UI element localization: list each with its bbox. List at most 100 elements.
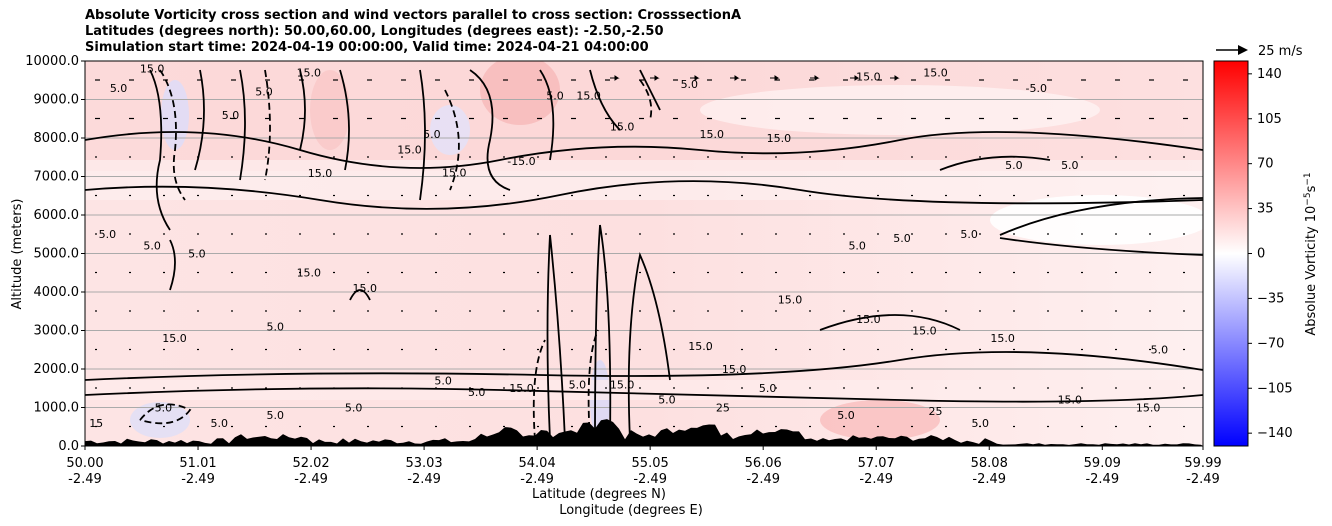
contour-line <box>339 69 350 171</box>
vorticity-contours <box>85 69 1203 441</box>
contour-label: 5.0 <box>468 386 486 399</box>
colorbar-ticks: 140 105 70 35 0 −35 −70 −105 −140 <box>1248 67 1293 441</box>
contour-line <box>539 69 555 161</box>
contour-label: 15.0 <box>912 324 937 337</box>
wind-vector <box>810 75 820 81</box>
contour-label: 5.0 <box>345 401 363 414</box>
chart-title-line-2: Latitudes (degrees north): 50.00,60.00, … <box>85 24 664 39</box>
y-tick-label: 1000.0 <box>34 401 80 416</box>
x-tick-label-longitude: -2.49 <box>294 472 328 487</box>
colorbar-label: Absolue Vorticity 10−5s−1 <box>1303 172 1319 335</box>
x-tick-label-longitude: -2.49 <box>1085 472 1119 487</box>
contour-label: 5.0 <box>110 82 128 95</box>
contour-label: 5.0 <box>1005 159 1023 172</box>
x-tick-label-longitude: -2.49 <box>68 472 102 487</box>
negative-contour-line <box>139 403 192 425</box>
contour-label: 15.0 <box>610 120 635 133</box>
contour-line <box>149 69 171 231</box>
contour-label: 5.0 <box>255 86 273 99</box>
contour-line <box>169 239 176 291</box>
contour-label: 5.0 <box>837 409 855 422</box>
contour-label: 5.0 <box>681 78 699 91</box>
quiver-key-arrowhead <box>1238 45 1248 55</box>
contour-label: 5.0 <box>99 228 117 241</box>
x-tick-label-latitude: 52.02 <box>292 456 329 471</box>
wind-vector <box>730 75 740 81</box>
contour-label: 15.0 <box>397 143 422 156</box>
x-tick-label-longitude: -2.49 <box>972 472 1006 487</box>
contour-line <box>589 69 621 131</box>
contour-label: 5.0 <box>211 417 229 430</box>
contour-line <box>819 314 961 331</box>
contour-label: 5.0 <box>1151 344 1169 357</box>
contour-label: 15.0 <box>610 378 635 391</box>
contour-label: 15.0 <box>1136 401 1161 414</box>
contour-line <box>546 234 566 441</box>
negative-contour-line <box>159 69 186 201</box>
wind-vectors <box>95 75 1188 428</box>
chart-title-line-1: Absolute Vorticity cross section and win… <box>85 8 742 23</box>
contour-line <box>299 69 306 151</box>
contour-label: -15.0 <box>507 155 535 168</box>
x-tick-label-latitude: 59.99 <box>1184 456 1221 471</box>
wind-vector <box>890 75 900 81</box>
negative-vorticity-contours <box>139 69 653 441</box>
contour-line <box>239 69 246 181</box>
contour-label: 15.0 <box>856 70 881 83</box>
x-tick-label-longitude: -2.49 <box>1186 472 1220 487</box>
y-axis: 0.0 1000.0 2000.0 3000.0 4000.0 5000.0 6000.0 7… <box>25 54 85 454</box>
x-tick-label-longitude: -2.49 <box>407 472 441 487</box>
contour-label: 15.0 <box>353 282 378 295</box>
contour-label: 15.0 <box>509 382 534 395</box>
x-tick-label-latitude: 59.09 <box>1084 456 1121 471</box>
colorbar-tick-label: 70 <box>1257 157 1274 172</box>
terrain-mask <box>85 419 1203 446</box>
y-tick-label: 8000.0 <box>34 131 80 146</box>
contour-line <box>85 351 1203 381</box>
contour-line <box>85 180 1203 210</box>
contour-label: 15.0 <box>297 267 322 280</box>
contour-label: 5.0 <box>267 321 285 334</box>
x-axis: 50.00-2.4951.01-2.4952.02-2.4953.03-2.49… <box>66 446 1222 487</box>
contour-label: 25 <box>716 401 730 414</box>
x-tick-label-latitude: 50.00 <box>66 456 103 471</box>
y-tick-label: 0.0 <box>58 439 79 454</box>
contour-line <box>194 69 205 171</box>
colorbar-tick-label: 35 <box>1257 202 1274 217</box>
colorbar-gradient <box>1213 60 1249 447</box>
contour-label: 15.0 <box>990 332 1015 345</box>
y-tick-label: 3000.0 <box>34 324 80 339</box>
contour-label: 15.0 <box>688 340 713 353</box>
colorbar-tick-label: 0 <box>1257 247 1265 262</box>
quiver-key-label: 25 m/s <box>1258 44 1303 59</box>
negative-contour-line <box>444 89 460 191</box>
contour-label: 15.0 <box>699 128 724 141</box>
wind-vector <box>610 75 620 81</box>
x-tick-label-longitude: -2.49 <box>633 472 667 487</box>
contour-label: 15.0 <box>442 167 467 180</box>
contour-line <box>999 237 1203 256</box>
contour-label: 5.0 <box>423 128 441 141</box>
negative-contour-line <box>532 339 546 441</box>
colorbar-tick-label: −140 <box>1257 426 1293 441</box>
wind-vector <box>690 75 700 81</box>
x-tick-label-latitude: 57.07 <box>858 456 895 471</box>
x-tick-label-latitude: 58.08 <box>971 456 1008 471</box>
contour-label: 15.0 <box>923 66 948 79</box>
contour-line <box>85 387 1203 403</box>
x-tick-label-longitude: -2.49 <box>520 472 554 487</box>
contour-label: 5.0 <box>222 109 240 122</box>
contour-label: 5.0 <box>143 240 161 253</box>
contour-label: 5.0 <box>972 417 990 430</box>
contour-label: 15 <box>89 417 103 430</box>
wind-vector <box>770 75 780 81</box>
contour-label: 15.0 <box>778 294 803 307</box>
quiver-key: 25 m/s <box>1216 44 1303 59</box>
contour-label: 5.0 <box>658 394 676 407</box>
x-tick-label-latitude: 53.03 <box>405 456 442 471</box>
contour-label: 5.0 <box>960 228 978 241</box>
colorbar: 140 105 70 35 0 −35 −70 −105 −140 Absolue Vortic… <box>1213 60 1319 447</box>
colorbar-tick-label: −35 <box>1257 291 1284 306</box>
contour-line <box>627 252 671 441</box>
